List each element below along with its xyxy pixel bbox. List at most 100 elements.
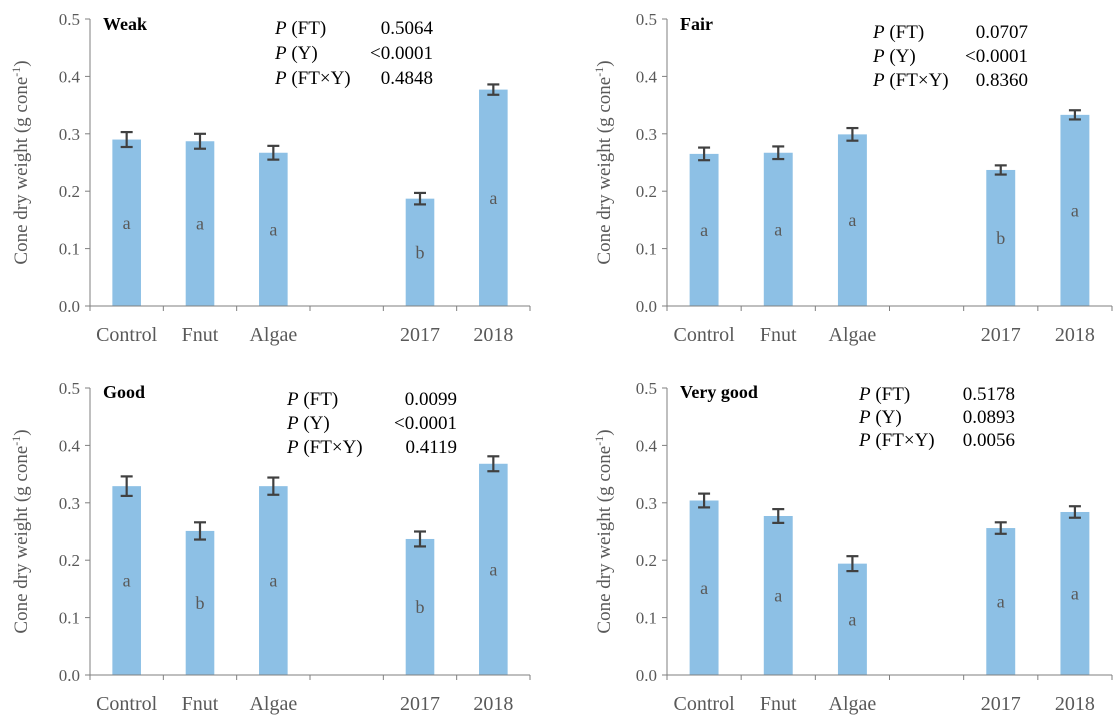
stat-p-symbol: P [858, 430, 871, 451]
error-bar [772, 508, 785, 524]
bar-1 [112, 139, 141, 306]
significance-letter: b [416, 242, 425, 262]
x-category-label: Control [96, 693, 158, 715]
stat-label: P (FT×Y) [286, 437, 363, 458]
x-category-label: 2017 [981, 324, 1021, 346]
error-bar [194, 132, 206, 150]
y-tick-label: 0.4 [636, 436, 658, 455]
bar-1 [112, 486, 141, 675]
y-tick-label: 0.1 [59, 609, 80, 628]
bar-2 [763, 516, 793, 675]
stat-term: (FT×Y) [287, 68, 351, 89]
y-tick-label: 0.3 [636, 494, 657, 513]
significance-letter: a [269, 571, 277, 591]
stat-term: (FT) [871, 384, 911, 405]
significance-letter: a [489, 559, 497, 579]
y-axis-title-close: ) [11, 60, 32, 66]
stat-value: 0.5064 [381, 18, 434, 39]
stat-p-symbol: P [858, 384, 871, 405]
error-bar [414, 191, 426, 206]
stat-label: P (FT×Y) [858, 430, 935, 451]
stat-value: 0.0056 [963, 430, 1015, 451]
bar-5 [986, 169, 1016, 306]
bar-1 [689, 500, 719, 675]
bar-5 [986, 528, 1016, 675]
panel-title: Good [103, 382, 145, 402]
x-category-label: 2018 [473, 324, 513, 346]
significance-letter: b [196, 593, 205, 613]
error-bar [846, 555, 859, 573]
y-axis-title-main: Cone dry weight (g cone [11, 77, 32, 265]
stat-term: (Y) [885, 46, 916, 67]
error-bar [1068, 505, 1081, 519]
significance-letter: a [489, 188, 497, 208]
stat-term: (FT×Y) [885, 70, 949, 91]
stat-term: (Y) [299, 413, 330, 434]
x-category-label: Control [96, 324, 158, 346]
y-tick-label: 0.2 [636, 551, 657, 570]
chart-panel-3: 0.0 0.1 0.2 0.3 0.4 0.5 Cone dry weight (g con… [9, 379, 531, 715]
stat-p-symbol: P [286, 389, 299, 410]
y-tick-label: 0.4 [59, 67, 81, 86]
stat-p-symbol: P [872, 70, 885, 91]
error-bar [487, 455, 500, 473]
y-tick-label: 0.2 [59, 182, 80, 201]
chart-panel-2: 0.0 0.1 0.2 0.3 0.4 0.5 Cone dry weight (g con… [592, 10, 1113, 346]
y-tick-label: 0.0 [636, 297, 657, 316]
y-axis-title-sup: -1 [9, 436, 23, 446]
y-tick-label: 0.3 [636, 125, 657, 144]
stat-term: (Y) [871, 407, 902, 428]
error-bar [487, 83, 500, 96]
bar-6 [479, 89, 508, 307]
stat-value: <0.0001 [370, 43, 433, 64]
bar-2 [185, 141, 215, 306]
stat-value: 0.4848 [381, 68, 433, 89]
x-category-label: Fnut [760, 324, 797, 346]
stat-term: (FT) [287, 18, 327, 39]
stat-value: 0.0099 [405, 389, 457, 410]
stat-label: P (Y) [858, 407, 902, 428]
x-category-label: Fnut [182, 324, 219, 346]
stat-value: 0.8360 [976, 70, 1028, 91]
significance-letter: b [996, 228, 1005, 248]
bar-6 [479, 463, 508, 675]
error-bar [120, 130, 133, 149]
significance-letter: a [1071, 200, 1079, 220]
significance-letter: a [997, 592, 1005, 612]
stat-p-symbol: P [286, 437, 299, 458]
error-bar [120, 475, 133, 498]
stat-term: (FT×Y) [871, 430, 935, 451]
y-tick-label: 0.1 [636, 609, 657, 628]
bar-5 [405, 538, 435, 675]
stat-value: 0.5178 [963, 384, 1015, 405]
x-category-label: Fnut [182, 693, 219, 715]
x-category-label: Control [674, 324, 736, 346]
y-tick-label: 0.0 [59, 297, 80, 316]
significance-letter: a [196, 214, 204, 234]
stat-p-symbol: P [274, 18, 287, 39]
error-bar [994, 164, 1007, 176]
stat-term: (FT×Y) [299, 437, 363, 458]
y-axis-title-main: Cone dry weight (g cone [594, 446, 615, 634]
significance-letter: a [1071, 583, 1079, 603]
panel-title: Very good [680, 382, 758, 402]
y-tick-label: 0.5 [636, 379, 657, 398]
y-axis-title: Cone dry weight (g cone-1) [592, 429, 615, 633]
x-category-label: Algae [249, 693, 297, 715]
bar-2 [763, 152, 793, 306]
y-tick-label: 0.4 [59, 436, 81, 455]
significance-letter: b [416, 597, 425, 617]
stat-p-symbol: P [274, 43, 287, 64]
y-tick-label: 0.5 [636, 10, 657, 29]
bar-3 [837, 134, 867, 306]
stat-label: P (FT) [274, 18, 326, 39]
stat-label: P (FT) [286, 389, 338, 410]
bar-6 [1060, 114, 1090, 306]
stat-label: P (FT) [872, 22, 924, 43]
x-category-label: 2017 [400, 693, 440, 715]
stat-label: P (FT×Y) [872, 70, 949, 91]
y-axis-title-close: ) [11, 429, 32, 435]
y-tick-label: 0.5 [59, 10, 80, 29]
significance-letter: a [774, 586, 782, 606]
